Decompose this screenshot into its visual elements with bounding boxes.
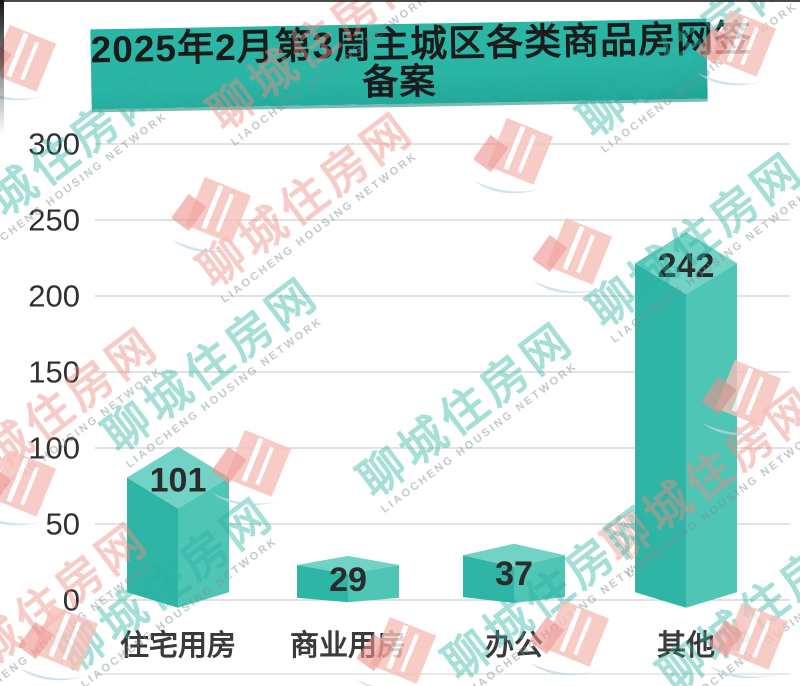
bar-top-face: [297, 555, 399, 574]
bar-left-face: [127, 477, 178, 608]
y-axis-label-100: 100: [28, 431, 80, 466]
x-axis-label: 办公: [485, 629, 543, 662]
bar-right-face: [686, 263, 737, 608]
bar-group-其他: [635, 232, 737, 608]
bar-right-face: [178, 477, 229, 608]
bar-group-住宅用房: [127, 446, 229, 608]
bar-group-商业用房: [297, 555, 399, 603]
screenshot-left-edge: [0, 0, 4, 135]
bar-right-face: [514, 555, 565, 603]
x-axis-label: 其他: [657, 629, 715, 662]
bar-left-face: [297, 564, 348, 603]
bar-top-face: [127, 446, 229, 509]
y-axis-label-150: 150: [28, 355, 80, 390]
x-axis-label: 商业用房: [290, 629, 406, 662]
x-axis-label: 住宅用房: [120, 628, 236, 662]
title-banner: 2025年2月第3周主城区各类商品房网签 备案: [90, 18, 752, 110]
bar-right-face: [348, 564, 399, 603]
bar-value-label: 101: [150, 461, 207, 499]
y-axis-label-200: 200: [28, 279, 80, 314]
bar-value-label: 29: [329, 561, 367, 599]
y-axis-label-50: 50: [46, 507, 80, 542]
bar-left-face: [463, 555, 514, 603]
y-axis-label-300: 300: [28, 127, 80, 162]
bar-left-face: [635, 263, 686, 608]
bar-top-face: [463, 543, 565, 567]
bar-value-label: 242: [658, 247, 715, 285]
bar-top-face: [635, 232, 737, 295]
y-axis-label-0: 0: [63, 583, 80, 618]
y-axis-label-250: 250: [28, 203, 80, 238]
bar-value-label: 37: [495, 555, 533, 593]
screenshot-top-edge: [0, 0, 800, 2]
bar-group-办公: [463, 543, 565, 603]
